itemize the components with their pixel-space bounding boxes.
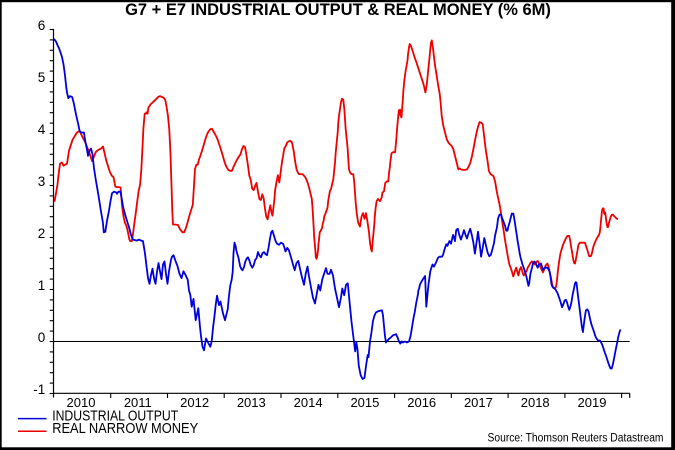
svg-text:-1: -1 xyxy=(33,382,45,397)
svg-text:5: 5 xyxy=(38,70,46,85)
svg-text:2010: 2010 xyxy=(67,395,96,410)
svg-text:2018: 2018 xyxy=(521,395,550,410)
svg-text:0: 0 xyxy=(38,330,46,345)
svg-text:2017: 2017 xyxy=(464,395,493,410)
svg-text:6: 6 xyxy=(38,18,46,33)
svg-text:3: 3 xyxy=(38,174,46,189)
svg-text:2013: 2013 xyxy=(237,395,266,410)
svg-text:2014: 2014 xyxy=(294,395,323,410)
svg-text:2011: 2011 xyxy=(124,395,152,410)
svg-text:INDUSTRIAL OUTPUT: INDUSTRIAL OUTPUT xyxy=(52,409,178,425)
svg-text:Source: Thomson Reuters Datast: Source: Thomson Reuters Datastream xyxy=(488,433,664,445)
svg-text:2: 2 xyxy=(38,226,46,241)
svg-text:2019: 2019 xyxy=(578,395,607,410)
svg-text:2012: 2012 xyxy=(180,395,209,410)
svg-text:2016: 2016 xyxy=(407,395,436,410)
svg-text:G7 + E7 INDUSTRIAL OUTPUT & RE: G7 + E7 INDUSTRIAL OUTPUT & REAL MONEY (… xyxy=(125,1,551,19)
svg-text:4: 4 xyxy=(38,122,46,137)
svg-text:2015: 2015 xyxy=(350,395,379,410)
svg-text:1: 1 xyxy=(38,278,46,293)
svg-text:REAL NARROW MONEY: REAL NARROW MONEY xyxy=(52,421,198,437)
